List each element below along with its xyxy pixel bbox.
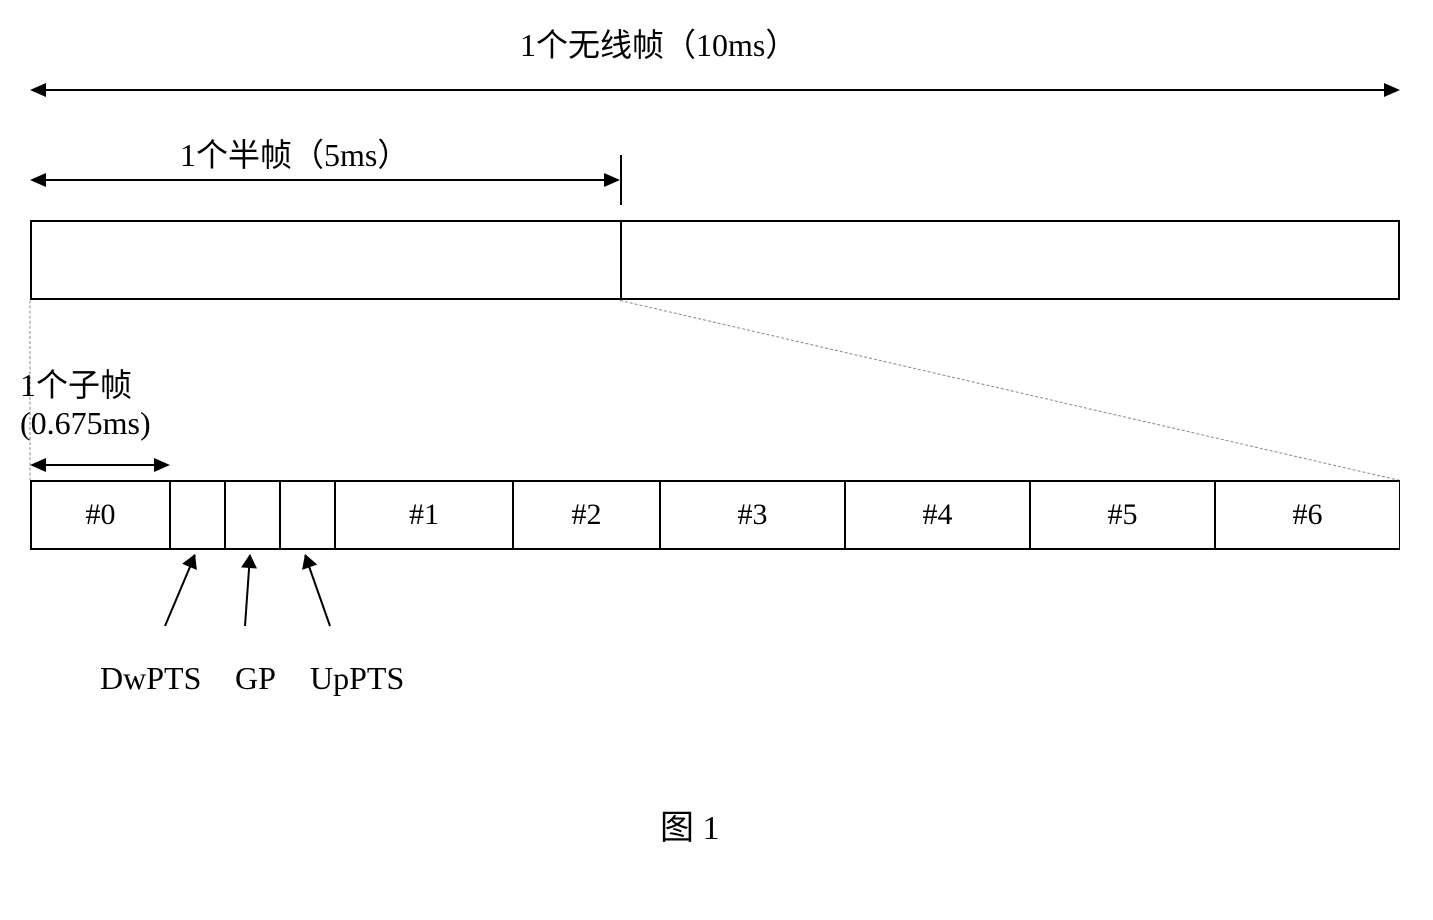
cell-dwpts — [170, 480, 225, 550]
half-frame-label: 1个半帧（5ms） — [180, 130, 409, 176]
uppts-pointer-label: UpPTS — [310, 660, 404, 697]
subframe-label-1: 1个子帧 — [20, 360, 132, 406]
gp-pointer-label: GP — [235, 660, 276, 697]
cell-1: #1 — [335, 480, 513, 550]
subframe-arrow-head-right — [154, 458, 170, 472]
half-frame-arrow-line — [44, 179, 606, 181]
subframe-label-2: (0.675ms) — [20, 405, 151, 442]
cell-uppts — [280, 480, 335, 550]
subframe-arrow-line — [44, 464, 156, 466]
half-frame-arrow-head-right — [604, 173, 620, 187]
cell-6: #6 — [1215, 480, 1400, 550]
half-frame-tick — [620, 155, 622, 205]
radio-frame-arrow-line — [44, 89, 1386, 91]
cell-2: #2 — [513, 480, 660, 550]
uppts-pointer-head — [297, 551, 317, 570]
radio-frame-arrow-head-left — [30, 83, 46, 97]
gp-pointer-head — [241, 553, 258, 568]
cell-4: #4 — [845, 480, 1030, 550]
cell-5: #5 — [1030, 480, 1215, 550]
cell-gp — [225, 480, 280, 550]
cell-0: #0 — [30, 480, 170, 550]
projection-right — [620, 300, 1400, 481]
subframe-arrow-head-left — [30, 458, 46, 472]
radio-frame-label: 1个无线帧（10ms） — [520, 20, 797, 66]
radio-frame-arrow-head-right — [1384, 83, 1400, 97]
figure-caption: 图 1 — [660, 800, 720, 849]
radio-frame-box — [30, 220, 1400, 300]
dwpts-pointer-head — [182, 551, 202, 570]
radio-frame-divider — [620, 220, 622, 300]
half-frame-arrow-head-left — [30, 173, 46, 187]
dwpts-pointer-label: DwPTS — [100, 660, 201, 697]
cell-3: #3 — [660, 480, 845, 550]
